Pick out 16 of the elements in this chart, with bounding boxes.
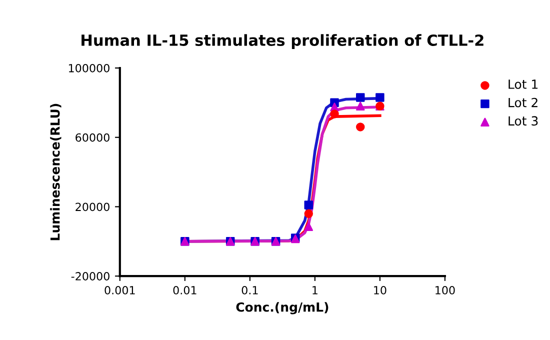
legend-label: Lot 1	[508, 80, 538, 89]
legend-label: Lot 3	[508, 116, 538, 126]
x-axis-title: Conc.(ng/mL)	[236, 302, 328, 314]
x-tick-label: 1	[312, 286, 318, 294]
x-tick-label: 0.1	[242, 286, 258, 294]
y-tick-label: 100000	[68, 64, 110, 72]
y-tick-label: 60000	[76, 133, 110, 142]
legend-label: Lot 2	[508, 98, 538, 108]
x-tick-label: 10	[374, 286, 386, 294]
y-tick-label: 20000	[76, 202, 110, 212]
y-axis-title: Luminescence(RLU)	[50, 104, 62, 240]
x-tick-label: 100	[436, 286, 455, 294]
x-tick-label: 0.01	[173, 286, 196, 294]
y-tick-label: -20000	[71, 272, 110, 280]
chart-title: Human IL-15 stimulates proliferation of CTLL-2	[82, 34, 484, 49]
x-tick-label: 0.001	[104, 286, 135, 294]
